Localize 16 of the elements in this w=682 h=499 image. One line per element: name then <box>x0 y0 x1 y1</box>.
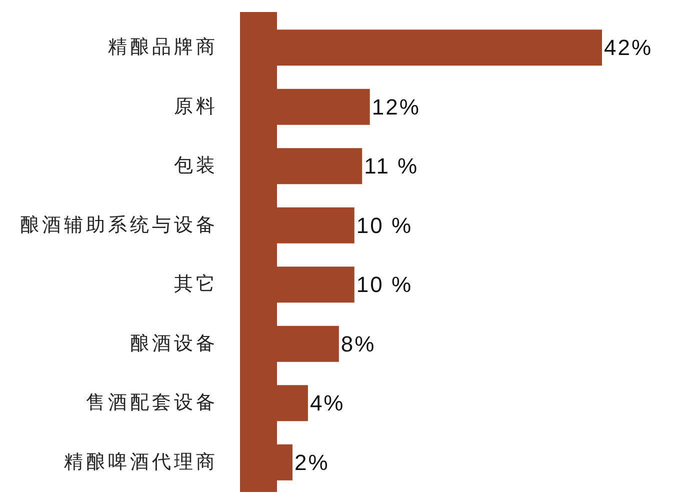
data-label: 10 % <box>356 272 413 298</box>
y-tick-label: 酿酒设备 <box>130 333 218 354</box>
y-tick-label: 酿酒辅助系统与设备 <box>20 214 218 236</box>
y-tick-label: 售酒配套设备 <box>86 392 218 414</box>
data-label: 42% <box>604 35 653 60</box>
data-label: 10 % <box>356 212 413 238</box>
y-tick-label: 原料 <box>174 96 218 118</box>
y-tick-label: 包装 <box>174 156 218 177</box>
y-tick-label: 精酿品牌商 <box>108 36 218 58</box>
y-tick-label: 精酿啤酒代理商 <box>64 450 218 473</box>
data-label: 2% <box>294 450 330 475</box>
data-label: 8% <box>340 331 376 356</box>
data-label: 4% <box>310 390 345 416</box>
data-label: 12% <box>372 94 420 120</box>
y-tick-label: 其它 <box>174 273 218 296</box>
data-label: 11 % <box>364 154 419 179</box>
